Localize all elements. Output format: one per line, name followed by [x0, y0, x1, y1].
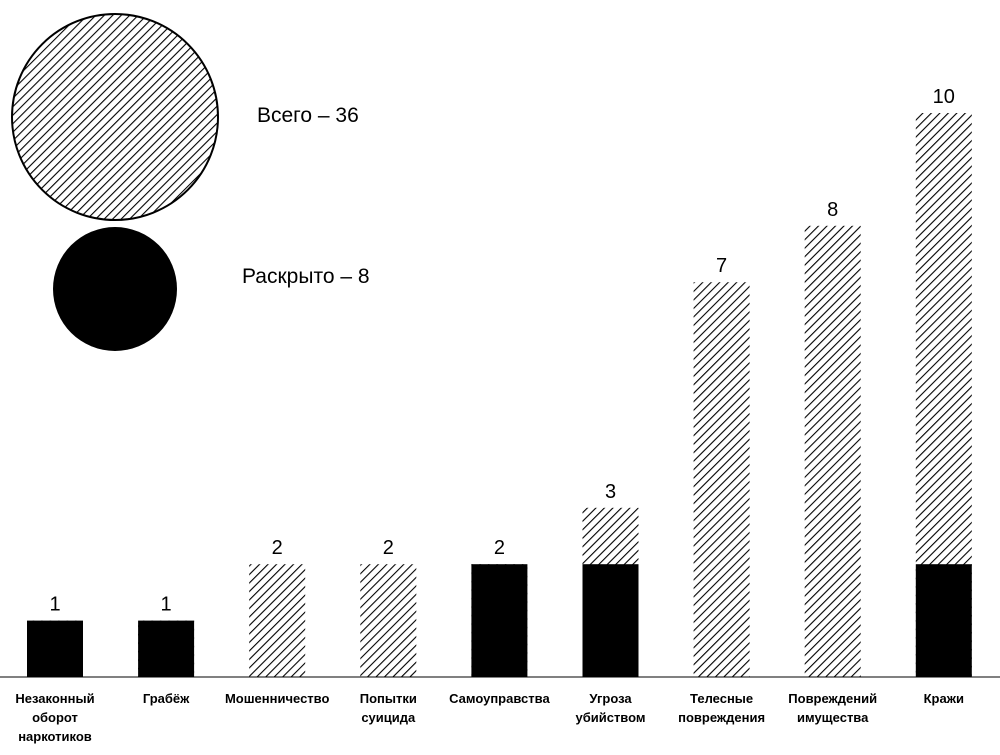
category-label-line: Кражи	[923, 691, 964, 706]
legend	[11, 13, 219, 351]
category-label-line: имущества	[797, 710, 869, 725]
category-label-line: Телесные	[690, 691, 754, 706]
legend-total-swatch	[11, 13, 219, 221]
category-label-7: Телесные повреждения	[667, 689, 777, 727]
value-label-7: 7	[716, 255, 727, 277]
category-label-line: Грабёж	[142, 691, 190, 706]
category-label-line: Мошенничество	[224, 691, 330, 706]
category-label-line: Повреждений	[788, 691, 878, 706]
category-label-line: суицида	[361, 710, 416, 725]
legend-solved-label: Раскрыто – 8	[242, 265, 370, 288]
category-label-line: Самоуправства	[449, 691, 550, 706]
category-label-line: убийством	[575, 710, 646, 725]
category-label-1: Незаконный оборот наркотиков	[0, 689, 110, 746]
category-label-line: повреждения	[678, 710, 766, 725]
bar-solved-9	[915, 564, 972, 677]
value-label-1: 1	[49, 594, 60, 616]
value-label-9: 10	[933, 86, 955, 108]
category-label-5: Самоуправства	[444, 689, 554, 708]
category-label-line: оборот	[32, 710, 78, 725]
category-label-9: Кражи	[889, 689, 999, 708]
category-label-line: Попытки	[359, 691, 417, 706]
value-label-2: 1	[161, 594, 172, 616]
bar-total-8	[804, 225, 861, 678]
bars: 1 1 2 2 2 3 7 8 10	[27, 86, 972, 678]
category-label-6: Угроза убийством	[556, 689, 666, 727]
bar-total-7	[693, 282, 750, 677]
bar-solved-1	[27, 620, 83, 677]
bar-solved-6	[582, 564, 639, 677]
value-label-5: 2	[494, 537, 505, 559]
category-label-3: Мошенничество	[222, 689, 332, 708]
category-label-line: наркотиков	[18, 729, 92, 744]
category-label-line: Незаконный	[15, 691, 95, 706]
legend-total-label: Всего – 36	[257, 104, 359, 127]
category-label-2: Грабёж	[111, 689, 221, 708]
bar-solved-2	[138, 620, 195, 677]
category-label-8: Повреждений имущества	[778, 689, 888, 727]
value-label-8: 8	[827, 199, 838, 221]
value-label-4: 2	[383, 537, 394, 559]
bar-solved-5	[471, 564, 528, 677]
category-label-line: Угроза	[589, 691, 632, 706]
bar-total-3	[249, 564, 306, 677]
value-label-6: 3	[605, 481, 616, 503]
bar-total-4	[360, 564, 417, 677]
legend-solved-swatch	[53, 227, 177, 351]
value-label-3: 2	[272, 537, 283, 559]
category-label-4: Попытки суицида	[333, 689, 443, 727]
